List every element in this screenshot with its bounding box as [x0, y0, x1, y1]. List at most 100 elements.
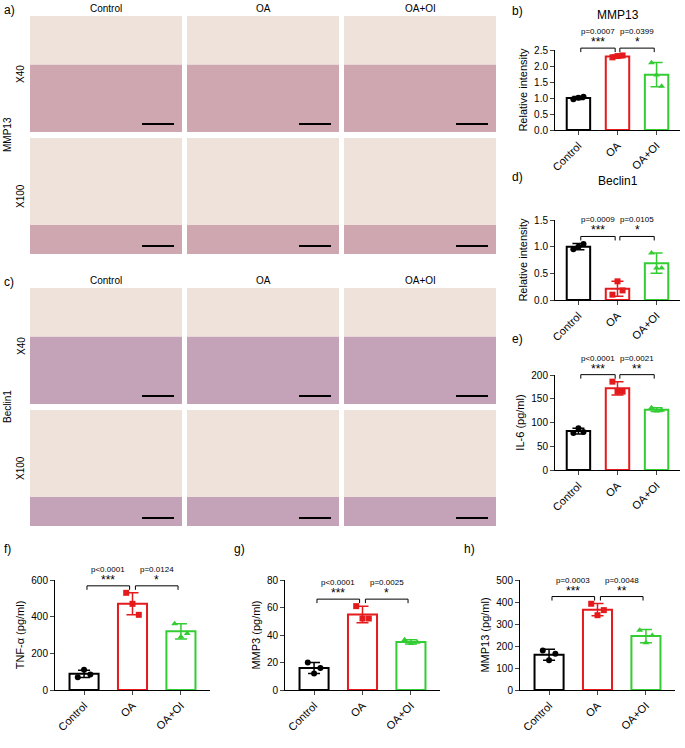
svg-text:500: 500: [496, 575, 513, 586]
svg-text:X40: X40: [15, 65, 26, 83]
svg-text:p=0.0021: p=0.0021: [620, 354, 654, 363]
svg-text:*: *: [154, 573, 159, 587]
svg-text:***: ***: [591, 362, 605, 376]
svg-text:400: 400: [496, 597, 513, 608]
svg-text:400: 400: [31, 611, 48, 622]
svg-text:1.0: 1.0: [534, 241, 548, 252]
svg-text:Beclin1: Beclin1: [2, 390, 13, 423]
svg-text:IL-6 (pg/ml): IL-6 (pg/ml): [514, 394, 526, 450]
svg-text:a): a): [4, 3, 15, 17]
svg-text:OA: OA: [603, 479, 623, 499]
svg-text:0: 0: [42, 685, 48, 696]
svg-text:OA+OI: OA+OI: [629, 140, 661, 172]
svg-text:100: 100: [531, 417, 548, 428]
svg-text:40: 40: [267, 630, 279, 641]
svg-text:OA: OA: [118, 699, 138, 719]
svg-text:X100: X100: [15, 456, 26, 480]
svg-text:50: 50: [537, 441, 549, 452]
svg-text:OA+OI: OA+OI: [405, 3, 436, 14]
svg-text:OA+OI: OA+OI: [154, 700, 186, 732]
svg-text:1.5: 1.5: [534, 215, 548, 226]
svg-text:*: *: [635, 223, 640, 237]
svg-text:200: 200: [496, 641, 513, 652]
svg-text:X40: X40: [16, 337, 27, 355]
svg-text:600: 600: [31, 575, 48, 586]
svg-text:b): b): [512, 4, 523, 18]
svg-text:0.5: 0.5: [534, 268, 548, 279]
svg-text:*: *: [635, 35, 640, 49]
svg-text:80: 80: [267, 575, 279, 586]
svg-text:***: ***: [566, 584, 580, 598]
svg-text:TNF-α (pg/ml): TNF-α (pg/ml): [14, 601, 26, 670]
svg-text:p=0.0007: p=0.0007: [581, 27, 615, 36]
svg-text:0: 0: [542, 465, 548, 476]
svg-text:p=0.0003: p=0.0003: [556, 576, 590, 585]
svg-text:OA+OI: OA+OI: [619, 700, 651, 732]
svg-text:OA+OI: OA+OI: [405, 275, 436, 286]
svg-text:p<0.0001: p<0.0001: [581, 354, 615, 363]
svg-text:d): d): [512, 170, 523, 184]
svg-text:0.0: 0.0: [534, 295, 548, 306]
svg-text:Control: Control: [550, 140, 584, 174]
svg-text:200: 200: [31, 648, 48, 659]
svg-text:e): e): [512, 332, 523, 346]
svg-text:0: 0: [272, 685, 278, 696]
svg-text:OA: OA: [583, 699, 603, 719]
svg-text:20: 20: [267, 657, 279, 668]
svg-text:p=0.0025: p=0.0025: [370, 578, 404, 587]
svg-text:Control: Control: [90, 275, 122, 286]
svg-text:Control: Control: [550, 310, 584, 344]
svg-text:OA+OI: OA+OI: [629, 480, 661, 512]
svg-text:MMP13: MMP13: [597, 8, 639, 22]
svg-text:MMP13: MMP13: [2, 117, 13, 152]
svg-text:p<0.0001: p<0.0001: [321, 578, 355, 587]
svg-text:Beclin1: Beclin1: [598, 174, 638, 188]
svg-text:OA+OI: OA+OI: [384, 700, 416, 732]
svg-text:0: 0: [507, 685, 513, 696]
svg-text:Control: Control: [550, 480, 584, 514]
svg-text:OA: OA: [348, 699, 368, 719]
svg-text:**: **: [632, 362, 642, 376]
svg-text:**: **: [617, 584, 627, 598]
svg-text:60: 60: [267, 602, 279, 613]
svg-text:c): c): [4, 275, 14, 289]
svg-text:p=0.0105: p=0.0105: [620, 215, 654, 224]
svg-text:p=0.0124: p=0.0124: [140, 565, 174, 574]
svg-text:Control: Control: [56, 700, 90, 734]
svg-text:200: 200: [531, 370, 548, 381]
svg-text:OA: OA: [603, 139, 623, 159]
svg-text:Control: Control: [521, 700, 555, 734]
svg-text:X100: X100: [15, 184, 26, 208]
svg-text:1.5: 1.5: [534, 77, 548, 88]
svg-text:300: 300: [496, 619, 513, 630]
svg-text:MMP3 (pg/ml): MMP3 (pg/ml): [250, 600, 262, 669]
svg-text:2.0: 2.0: [534, 61, 548, 72]
svg-text:OA: OA: [256, 3, 271, 14]
svg-text:Control: Control: [90, 3, 122, 14]
svg-text:p=0.0009: p=0.0009: [581, 215, 615, 224]
svg-text:***: ***: [101, 573, 115, 587]
svg-text:p=0.0048: p=0.0048: [605, 576, 639, 585]
svg-text:Relative intensity: Relative intensity: [517, 48, 529, 132]
svg-text:p<0.0001: p<0.0001: [91, 565, 125, 574]
svg-text:***: ***: [591, 35, 605, 49]
svg-text:***: ***: [331, 586, 345, 600]
svg-text:2.5: 2.5: [534, 45, 548, 56]
svg-text:p=0.0399: p=0.0399: [620, 27, 654, 36]
svg-text:OA: OA: [603, 309, 623, 329]
svg-text:*: *: [384, 586, 389, 600]
svg-text:OA+OI: OA+OI: [629, 310, 661, 342]
svg-text:h): h): [464, 542, 475, 556]
svg-text:***: ***: [591, 223, 605, 237]
svg-text:0.5: 0.5: [534, 109, 548, 120]
svg-text:g): g): [234, 542, 245, 556]
svg-text:f): f): [4, 542, 11, 556]
svg-text:OA: OA: [256, 275, 271, 286]
svg-text:Control: Control: [286, 700, 320, 734]
svg-text:Relative intensity: Relative intensity: [517, 218, 529, 302]
svg-text:100: 100: [496, 663, 513, 674]
svg-text:150: 150: [531, 393, 548, 404]
svg-text:0.0: 0.0: [534, 125, 548, 136]
svg-text:MMP13 (pg/ml): MMP13 (pg/ml): [479, 597, 491, 672]
svg-text:1.0: 1.0: [534, 93, 548, 104]
